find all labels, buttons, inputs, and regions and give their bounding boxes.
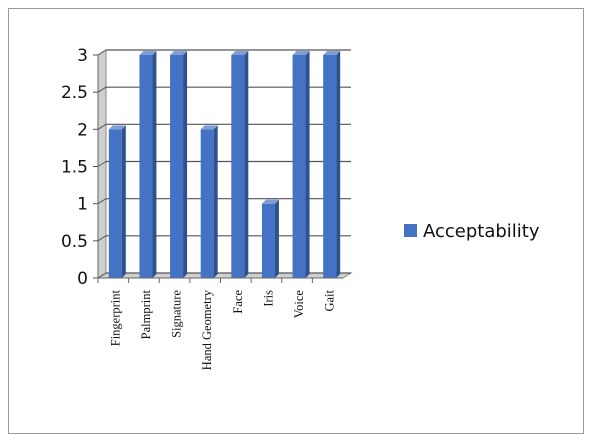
bar-top [261, 199, 279, 204]
legend-swatch [404, 224, 417, 237]
gridline-depth [97, 161, 107, 167]
bar-front [200, 129, 214, 278]
bar-hand-geometry [200, 125, 218, 278]
bar-side [213, 125, 218, 278]
x-tick-label: Palmprint [139, 289, 153, 339]
bar-top [108, 125, 126, 130]
x-tick-label: Fingerprint [108, 289, 122, 346]
bar-top [231, 51, 249, 55]
y-tick-label: 1.5 [61, 158, 88, 178]
bar-front [292, 55, 306, 278]
y-tick-label: 3 [77, 46, 88, 66]
x-tick-label: Hand Geometry [200, 289, 214, 370]
legend: Acceptability [404, 221, 540, 242]
x-axis: Fingerprint Palmprint Signature Hand Geomet… [97, 277, 343, 370]
gridline-depth [97, 235, 107, 242]
y-tick-label: 0 [77, 269, 88, 289]
bar-side [244, 51, 249, 278]
bar-side [305, 51, 310, 278]
y-tick-label: 0.5 [61, 232, 88, 252]
gridlines [97, 49, 351, 279]
bar-front [139, 55, 153, 278]
x-tick-label: Face [231, 290, 245, 314]
bar-side [274, 199, 279, 278]
gridline-depth [97, 86, 107, 93]
gridline-depth [97, 198, 107, 205]
bar-side [336, 51, 341, 278]
bar-side [183, 51, 188, 278]
bar-side [152, 51, 157, 278]
bars [108, 51, 341, 278]
bar-front [170, 55, 184, 278]
legend-label: Acceptability [423, 221, 540, 242]
x-tick-label: Signature [170, 290, 184, 338]
bar-iris [261, 199, 279, 278]
bar-fingerprint [108, 125, 126, 278]
y-tick-label: 2 [77, 120, 88, 140]
gridline-depth [97, 272, 107, 279]
bar-palmprint [139, 51, 157, 278]
bar-front [261, 203, 275, 278]
bar-voice [292, 51, 310, 278]
bar-front [231, 55, 245, 278]
bar-signature [170, 51, 188, 278]
bar-top [170, 51, 188, 55]
y-tick-label: 2.5 [61, 83, 88, 103]
floor [96, 272, 353, 279]
bar-face [231, 51, 249, 278]
bar-front [108, 129, 122, 278]
bar-top [292, 51, 310, 55]
bar-side [121, 125, 126, 278]
y-tick-label: 1 [77, 195, 88, 215]
x-tick-label: Gait [323, 289, 337, 311]
gridline-depth [97, 49, 107, 56]
x-tick-label: Iris [261, 290, 275, 307]
y-axis: 0 0.5 1 1.5 2 2.5 3 [61, 46, 99, 289]
x-tick-label: Voice [292, 290, 306, 319]
bar-top [323, 51, 341, 55]
chart-walls [96, 49, 353, 279]
bar-front [323, 55, 337, 278]
bar-top [200, 125, 218, 130]
bar-top [139, 51, 157, 55]
bar-gait [323, 51, 341, 278]
gridline-depth [97, 123, 107, 130]
